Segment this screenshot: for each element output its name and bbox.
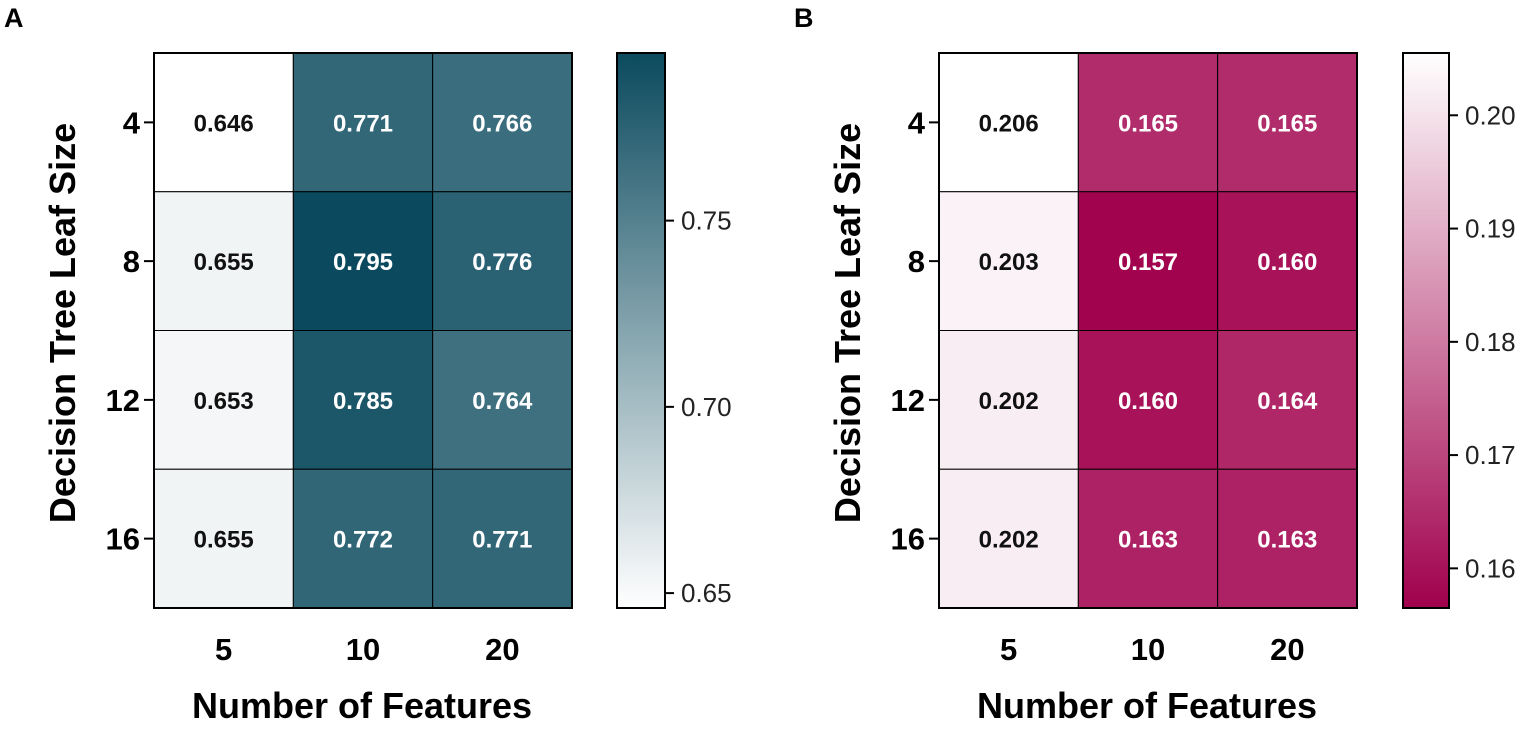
heatmap-b-x-ticks: 5 10 20 bbox=[1000, 632, 1305, 667]
y-tick-label: 12 bbox=[891, 383, 925, 418]
heatmap-a-cell bbox=[153, 468, 294, 609]
x-axis-title-b: Number of Features bbox=[977, 685, 1317, 726]
heatmap-b-y-ticks: 4 8 12 16 bbox=[891, 105, 939, 557]
colorbar-tick-label: 0.18 bbox=[1465, 327, 1516, 357]
heatmap-a-cell-labels: 0.646 0.771 0.766 0.655 0.795 0.776 0.653 0.785… bbox=[194, 110, 533, 553]
heatmap-b-cell-label: 0.164 bbox=[1257, 388, 1318, 415]
heatmap-a-y-ticks: 4 8 12 16 bbox=[106, 105, 154, 557]
heatmap-b-cell-label: 0.157 bbox=[1118, 249, 1178, 276]
colorbar-tick-label: 0.20 bbox=[1465, 100, 1516, 130]
heatmap-b-cell bbox=[1217, 191, 1358, 331]
x-tick-label: 10 bbox=[346, 632, 380, 667]
heatmap-a-cell-label: 0.776 bbox=[472, 249, 532, 276]
heatmap-b-cell bbox=[938, 52, 1079, 193]
heatmap-a-cell bbox=[292, 191, 434, 331]
heatmap-a-cell-label: 0.766 bbox=[472, 110, 532, 137]
heatmap-b-cell-label: 0.206 bbox=[979, 110, 1039, 137]
y-axis-title-a: Decision Tree Leaf Size bbox=[42, 123, 83, 523]
heatmap-b-cell-label: 0.202 bbox=[979, 527, 1039, 554]
colorbar-tick-label: 0.65 bbox=[681, 578, 732, 608]
heatmap-a-cell-label: 0.653 bbox=[194, 388, 254, 415]
colorbar-b bbox=[1402, 52, 1450, 609]
heatmap-b-cell bbox=[1077, 52, 1219, 193]
heatmap-b-cell-label: 0.160 bbox=[1257, 249, 1317, 276]
heatmap-b-cell bbox=[1217, 468, 1358, 609]
heatmap-a-cell-label: 0.772 bbox=[333, 527, 393, 554]
panel-letter-a: A bbox=[4, 3, 24, 33]
heatmap-a-cell bbox=[153, 52, 294, 193]
heatmap-b-cell-label: 0.160 bbox=[1118, 388, 1178, 415]
heatmap-a-cell bbox=[292, 52, 434, 193]
colorbar-tick-label: 0.70 bbox=[681, 392, 732, 422]
heatmap-b-cell bbox=[1217, 330, 1358, 470]
heatmap-b-cell-label: 0.165 bbox=[1118, 110, 1178, 137]
heatmap-a-cell bbox=[432, 191, 573, 331]
heatmap-b-cell-label: 0.165 bbox=[1257, 110, 1317, 137]
y-tick-label: 4 bbox=[123, 105, 141, 140]
heatmap-b-cell bbox=[1077, 330, 1219, 470]
heatmap-b-cell bbox=[1077, 191, 1219, 331]
heatmap-b-cell-label: 0.202 bbox=[979, 388, 1039, 415]
x-tick-label: 5 bbox=[1000, 632, 1017, 667]
panel-letter-b: B bbox=[794, 3, 814, 33]
heatmap-a-frame bbox=[153, 52, 573, 609]
heatmap-a-cell bbox=[292, 330, 434, 470]
colorbar-tick-label: 0.17 bbox=[1465, 440, 1516, 470]
heatmap-b-cell bbox=[938, 191, 1079, 331]
heatmap-b-cell bbox=[1217, 52, 1358, 193]
y-tick-label: 16 bbox=[891, 522, 925, 557]
heatmap-b-cell-label: 0.163 bbox=[1118, 527, 1178, 554]
heatmap-a-cell-label: 0.795 bbox=[333, 249, 393, 276]
heatmap-a-cell bbox=[153, 191, 294, 331]
x-axis-title-a: Number of Features bbox=[192, 685, 532, 726]
x-tick-label: 5 bbox=[215, 632, 232, 667]
x-tick-label: 10 bbox=[1131, 632, 1165, 667]
y-tick-label: 12 bbox=[106, 383, 140, 418]
heatmap-a-cell-label: 0.646 bbox=[194, 110, 254, 137]
colorbar-a-ticks: 0.65 0.70 0.75 bbox=[665, 206, 732, 608]
x-tick-label: 20 bbox=[1270, 632, 1304, 667]
y-axis-title-b: Decision Tree Leaf Size bbox=[827, 123, 868, 523]
heatmap-a-cell-label: 0.771 bbox=[472, 527, 532, 554]
colorbar-tick-label: 0.75 bbox=[681, 206, 732, 236]
x-tick-label: 20 bbox=[485, 632, 519, 667]
heatmap-b-frame bbox=[938, 52, 1358, 609]
colorbar-b-ticks: 0.16 0.17 0.18 0.19 0.20 bbox=[1449, 100, 1516, 583]
heatmap-b-cell-label: 0.203 bbox=[979, 249, 1039, 276]
colorbar-tick-label: 0.16 bbox=[1465, 553, 1516, 583]
heatmap-a-cell-label: 0.771 bbox=[333, 110, 393, 137]
heatmap-a-x-ticks: 5 10 20 bbox=[215, 632, 520, 667]
heatmap-b-cell bbox=[1077, 468, 1219, 609]
heatmap-b-cell-label: 0.163 bbox=[1257, 527, 1317, 554]
colorbar-tick-label: 0.19 bbox=[1465, 214, 1516, 244]
y-tick-label: 4 bbox=[908, 105, 926, 140]
heatmap-a-cell bbox=[432, 468, 573, 609]
heatmap-a-cell-label: 0.764 bbox=[472, 388, 533, 415]
y-tick-label: 8 bbox=[908, 244, 925, 279]
y-tick-label: 16 bbox=[106, 522, 140, 557]
heatmap-a-cell-label: 0.655 bbox=[194, 527, 254, 554]
heatmap-a-cells bbox=[153, 52, 573, 609]
heatmap-a-cell-label: 0.785 bbox=[333, 388, 393, 415]
heatmap-b-cell-labels: 0.206 0.165 0.165 0.203 0.157 0.160 0.202 0.160… bbox=[979, 110, 1318, 553]
heatmap-a-cell-label: 0.655 bbox=[194, 249, 254, 276]
heatmap-b-cell bbox=[938, 330, 1079, 470]
colorbar-a bbox=[616, 52, 666, 609]
heatmap-b-cells bbox=[938, 52, 1358, 609]
y-tick-label: 8 bbox=[123, 244, 140, 279]
